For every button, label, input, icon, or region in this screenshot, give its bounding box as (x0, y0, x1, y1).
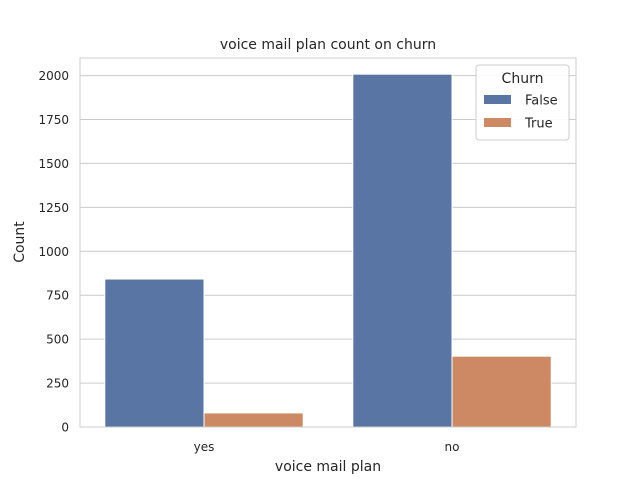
y-tick-label: 1750 (38, 113, 69, 127)
y-tick-label: 1000 (38, 245, 69, 259)
y-tick-label: 500 (46, 333, 69, 347)
y-tick-label: 0 (61, 421, 69, 435)
plot-frame (79, 57, 577, 428)
x-axis-label: voice mail plan (275, 459, 381, 475)
legend-label-false: False (525, 94, 558, 109)
chart-title: voice mail plan count on churn (220, 37, 436, 53)
y-tick-label: 250 (46, 377, 69, 391)
y-tick-labels: 0 250 500 750 1000 1250 1500 1750 2000 (38, 69, 69, 434)
bar-yes-false (104, 278, 205, 428)
x-tick-label-yes: yes (194, 440, 215, 454)
bar-no-true (451, 355, 552, 428)
x-tick-labels: yes no (194, 440, 460, 454)
legend-swatch-false (484, 95, 511, 104)
bar-yes-true (203, 412, 304, 428)
y-tick-label: 2000 (38, 69, 69, 83)
x-tick-label-no: no (445, 440, 460, 454)
legend: Churn False True (475, 64, 570, 141)
bars (104, 73, 552, 428)
y-tick-label: 1500 (38, 157, 69, 171)
bar-no-false (352, 73, 453, 428)
legend-label-true: True (524, 117, 553, 132)
legend-title: Churn (502, 71, 544, 87)
legend-swatch-true (484, 118, 511, 127)
y-tick-label: 1250 (38, 201, 69, 215)
y-axis-label: Count (12, 221, 28, 263)
y-tick-label: 750 (46, 289, 69, 303)
